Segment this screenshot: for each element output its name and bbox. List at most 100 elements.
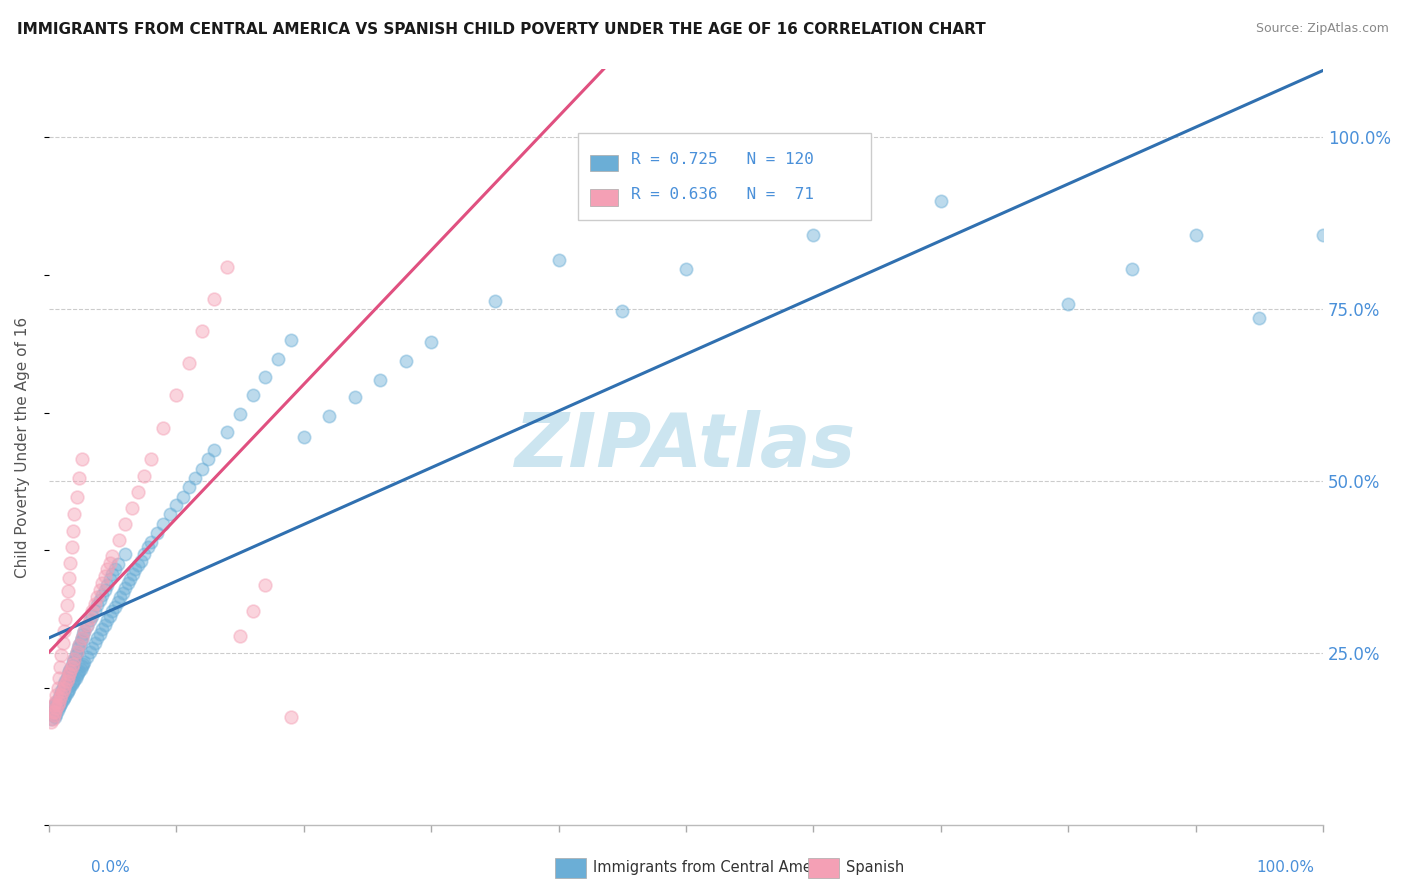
- Point: [72, 657, 94, 671]
- Point: [45, 688, 67, 702]
- Point: [73, 624, 96, 639]
- Point: [49, 688, 72, 702]
- Point: [114, 517, 136, 532]
- Point: [1121, 262, 1143, 277]
- Point: [59, 680, 82, 694]
- Point: [66, 645, 89, 659]
- Text: R = 0.725   N = 120: R = 0.725 N = 120: [631, 152, 814, 167]
- Point: [91, 576, 114, 591]
- Point: [53, 691, 76, 706]
- Point: [79, 610, 101, 624]
- Point: [56, 671, 79, 685]
- Point: [127, 484, 149, 499]
- Point: [67, 638, 90, 652]
- Point: [48, 700, 70, 714]
- Point: [60, 677, 83, 691]
- Point: [51, 648, 73, 662]
- Point: [96, 614, 118, 628]
- Point: [55, 686, 77, 700]
- Text: R = 0.636   N =  71: R = 0.636 N = 71: [631, 187, 814, 202]
- Point: [165, 499, 187, 513]
- Point: [94, 569, 117, 583]
- Point: [94, 583, 117, 598]
- Point: [70, 632, 93, 646]
- FancyBboxPatch shape: [578, 133, 870, 220]
- Point: [217, 260, 239, 274]
- Point: [86, 632, 108, 646]
- Point: [73, 655, 96, 669]
- Point: [67, 665, 90, 680]
- Point: [1057, 297, 1080, 311]
- Point: [79, 614, 101, 628]
- Point: [55, 671, 77, 685]
- Point: [134, 547, 156, 561]
- Point: [484, 294, 506, 309]
- Point: [66, 668, 89, 682]
- Point: [56, 684, 79, 698]
- Point: [120, 572, 142, 586]
- Point: [53, 677, 76, 691]
- Point: [217, 425, 239, 439]
- Point: [129, 553, 152, 567]
- Point: [101, 604, 124, 618]
- Point: [76, 649, 98, 664]
- Point: [45, 701, 67, 715]
- Point: [204, 443, 226, 458]
- Point: [58, 571, 80, 585]
- Point: [394, 354, 416, 368]
- Point: [42, 708, 65, 723]
- Point: [46, 698, 69, 712]
- Point: [80, 604, 103, 618]
- Point: [197, 452, 219, 467]
- Point: [49, 660, 72, 674]
- Text: ZIPAtlas: ZIPAtlas: [516, 410, 856, 483]
- Point: [114, 547, 136, 561]
- Point: [675, 262, 697, 277]
- Point: [96, 562, 118, 576]
- Point: [44, 705, 66, 719]
- Point: [121, 567, 143, 582]
- Point: [52, 684, 75, 698]
- Point: [52, 636, 75, 650]
- Point: [94, 617, 117, 632]
- Point: [127, 558, 149, 573]
- Point: [66, 645, 89, 659]
- Point: [67, 638, 90, 652]
- Point: [91, 623, 114, 637]
- Point: [70, 632, 93, 646]
- Point: [70, 658, 93, 673]
- Point: [267, 351, 290, 366]
- Point: [46, 681, 69, 695]
- Point: [60, 660, 83, 674]
- Point: [66, 490, 89, 504]
- Point: [39, 715, 62, 730]
- Point: [44, 695, 66, 709]
- Point: [58, 667, 80, 681]
- Point: [172, 490, 194, 504]
- Point: [42, 698, 65, 712]
- Point: [53, 612, 76, 626]
- Point: [104, 599, 127, 614]
- Point: [242, 388, 264, 402]
- Point: [111, 586, 134, 600]
- Point: [53, 689, 76, 703]
- Point: [60, 540, 83, 554]
- Point: [51, 684, 73, 698]
- FancyBboxPatch shape: [591, 155, 619, 171]
- Point: [108, 590, 131, 604]
- Point: [86, 590, 108, 604]
- Point: [165, 388, 187, 402]
- FancyBboxPatch shape: [591, 189, 619, 205]
- Text: 0.0%: 0.0%: [91, 860, 131, 874]
- Point: [229, 407, 252, 421]
- Point: [114, 581, 136, 595]
- Point: [42, 705, 65, 719]
- Text: Source: ZipAtlas.com: Source: ZipAtlas.com: [1256, 22, 1389, 36]
- Point: [134, 469, 156, 483]
- Point: [58, 664, 80, 678]
- Point: [63, 673, 86, 687]
- Point: [48, 695, 70, 709]
- Point: [104, 562, 127, 576]
- Point: [56, 667, 79, 681]
- Point: [62, 657, 84, 671]
